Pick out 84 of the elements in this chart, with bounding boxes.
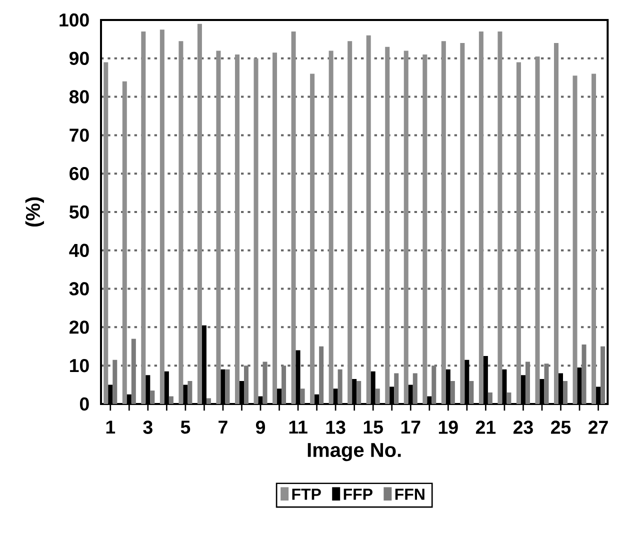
bar: [432, 366, 436, 404]
bar: [188, 380, 192, 404]
x-tick-label: 5: [180, 420, 190, 434]
bar: [310, 74, 315, 404]
bar: [216, 50, 221, 404]
bar: [554, 43, 558, 404]
bar: [282, 366, 286, 404]
bar: [112, 360, 118, 404]
bar: [168, 396, 174, 404]
legend-label: FFP: [344, 488, 372, 500]
bar: [291, 32, 296, 404]
bar: [582, 344, 586, 404]
legend-label: FTP: [292, 488, 321, 500]
bar: [592, 74, 596, 404]
bar: [441, 41, 446, 404]
x-tick-label: 27: [588, 420, 608, 434]
y-tick-label: 90: [70, 52, 89, 65]
x-tick-label: 7: [218, 420, 228, 434]
bar: [394, 373, 399, 404]
bar: [535, 56, 540, 404]
bar: [160, 30, 164, 404]
bar: [478, 32, 484, 404]
y-axis-title: (%): [25, 197, 44, 227]
bar: [197, 24, 202, 404]
bar: [488, 392, 492, 404]
bar: [300, 388, 305, 404]
bar: [319, 346, 324, 404]
y-tick-label: 60: [70, 166, 89, 180]
bar: [412, 373, 418, 404]
y-tick-label: 40: [69, 244, 89, 257]
bar: [254, 58, 258, 404]
x-axis-title: Image No.: [308, 443, 401, 462]
bar: [375, 388, 380, 404]
y-tick-label: 80: [69, 90, 89, 104]
bar: [356, 380, 362, 404]
bar: [469, 380, 474, 404]
bar: [572, 76, 578, 404]
y-tick-label: 0: [80, 397, 89, 411]
bar: [272, 52, 278, 404]
x-tick-label: 11: [289, 420, 308, 434]
bar: [404, 50, 408, 404]
x-tick-label: 23: [513, 420, 533, 434]
x-tick-label: 19: [438, 420, 458, 434]
bar: [525, 362, 530, 404]
y-tick-label: 100: [60, 13, 89, 27]
bar: [385, 46, 390, 404]
bar: [328, 50, 334, 404]
bar: [225, 369, 230, 404]
x-tick-label: 17: [401, 420, 420, 434]
bar: [600, 346, 606, 404]
bar: [460, 43, 465, 404]
bar: [206, 398, 211, 404]
x-tick-label: 15: [364, 420, 383, 434]
y-tick-label: 20: [70, 320, 89, 334]
bar: [244, 366, 248, 404]
bar: [150, 390, 155, 404]
bar: [563, 380, 568, 404]
bar: [104, 62, 108, 404]
bar: [178, 41, 184, 404]
bar: [498, 32, 502, 404]
bar: [516, 62, 521, 404]
x-tick-label: 9: [256, 420, 266, 434]
x-tick-label: 21: [476, 420, 496, 434]
y-tick-label: 30: [69, 282, 89, 296]
bar: [422, 54, 428, 404]
x-tick-label: 25: [551, 420, 571, 434]
bar: [262, 362, 268, 404]
bar: [234, 54, 240, 404]
bar: [141, 32, 146, 404]
bar: [366, 35, 371, 404]
bar: [122, 81, 127, 404]
bar: [348, 41, 352, 404]
bar: [544, 364, 549, 404]
y-tick-label: 70: [70, 128, 89, 142]
bar: [338, 369, 342, 404]
legend-label: FFN: [395, 488, 424, 500]
y-tick-label: 10: [70, 358, 89, 372]
x-tick-label: 13: [326, 420, 346, 434]
bar: [450, 380, 455, 404]
x-tick-label: 3: [143, 420, 152, 434]
x-tick-label: 1: [106, 420, 116, 434]
bar: [131, 338, 136, 404]
bar: [506, 392, 512, 404]
y-tick-label: 50: [69, 205, 89, 219]
